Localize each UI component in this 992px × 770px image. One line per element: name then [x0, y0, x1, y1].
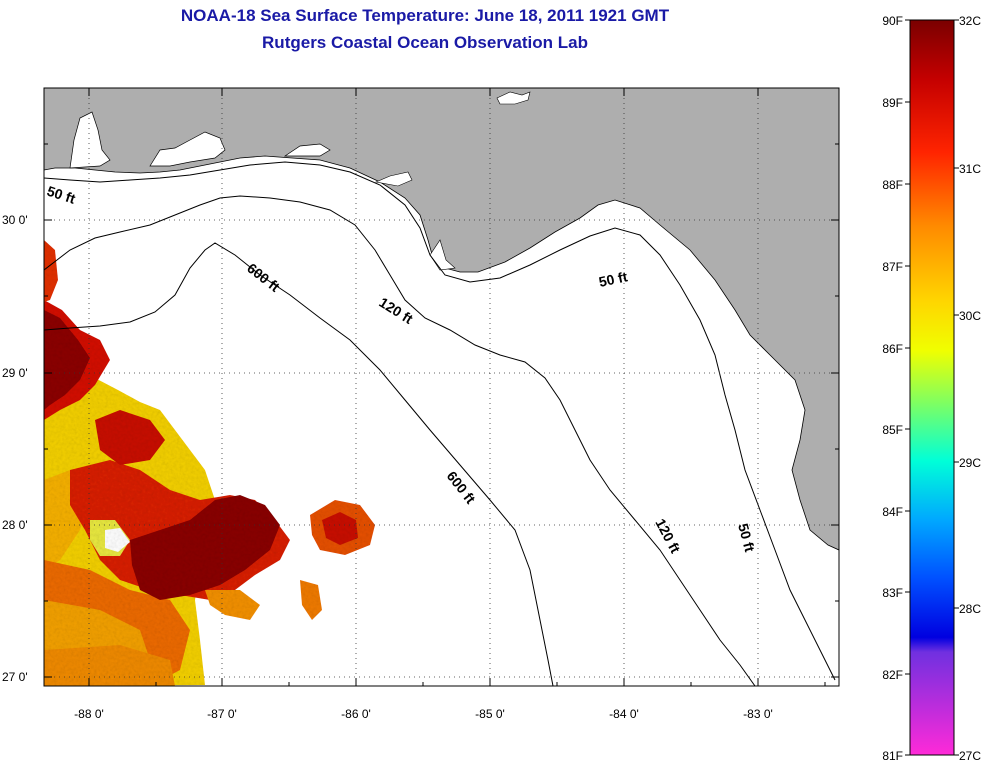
colorbar-f-label: 81F	[882, 749, 903, 763]
lat-tick-label: 30 0'	[2, 213, 28, 227]
map-subtitle: Rutgers Coastal Ocean Observation Lab	[262, 33, 588, 52]
lat-tick-label: 28 0'	[2, 518, 28, 532]
colorbar-f-label: 86F	[882, 342, 903, 356]
colorbar-c-label: 30C	[959, 309, 981, 323]
colorbar-c-label: 28C	[959, 602, 981, 616]
lon-tick-label: -83 0'	[743, 707, 773, 721]
colorbar-f-label: 88F	[882, 178, 903, 192]
colorbar-c-label: 31C	[959, 162, 981, 176]
map-title: NOAA-18 Sea Surface Temperature: June 18…	[180, 6, 670, 25]
colorbar-f-label: 84F	[882, 505, 903, 519]
colorbar-f-label: 83F	[882, 586, 903, 600]
colorbar-f-label: 89F	[882, 96, 903, 110]
sst-data-patch	[44, 240, 375, 686]
colorbar-f-label: 90F	[882, 14, 903, 28]
contour-50ft-north	[44, 161, 836, 681]
lon-tick-label: -86 0'	[341, 707, 371, 721]
lon-tick-label: -84 0'	[609, 707, 639, 721]
land-area	[44, 88, 839, 551]
contour-600ft	[44, 242, 554, 686]
contour-label: 50 ft	[735, 522, 758, 554]
lon-tick-label: -88 0'	[74, 707, 104, 721]
contour-label: 50 ft	[597, 268, 629, 290]
colorbar-c-label: 32C	[959, 14, 981, 28]
colorbar-c-label: 29C	[959, 456, 981, 470]
lat-tick-label: 29 0'	[2, 366, 28, 380]
map-frame	[43, 87, 840, 687]
temperature-colorbar	[909, 19, 955, 756]
colorbar-c-label: 27C	[959, 749, 981, 763]
lon-tick-label: -87 0'	[207, 707, 237, 721]
colorbar-f-label: 87F	[882, 260, 903, 274]
axis-ticks	[44, 88, 839, 686]
colorbar-f-label: 85F	[882, 423, 903, 437]
contour-120ft	[44, 195, 756, 686]
colorbar-f-label: 82F	[882, 668, 903, 682]
lon-tick-label: -85 0'	[475, 707, 505, 721]
lat-tick-label: 27 0'	[2, 670, 28, 684]
